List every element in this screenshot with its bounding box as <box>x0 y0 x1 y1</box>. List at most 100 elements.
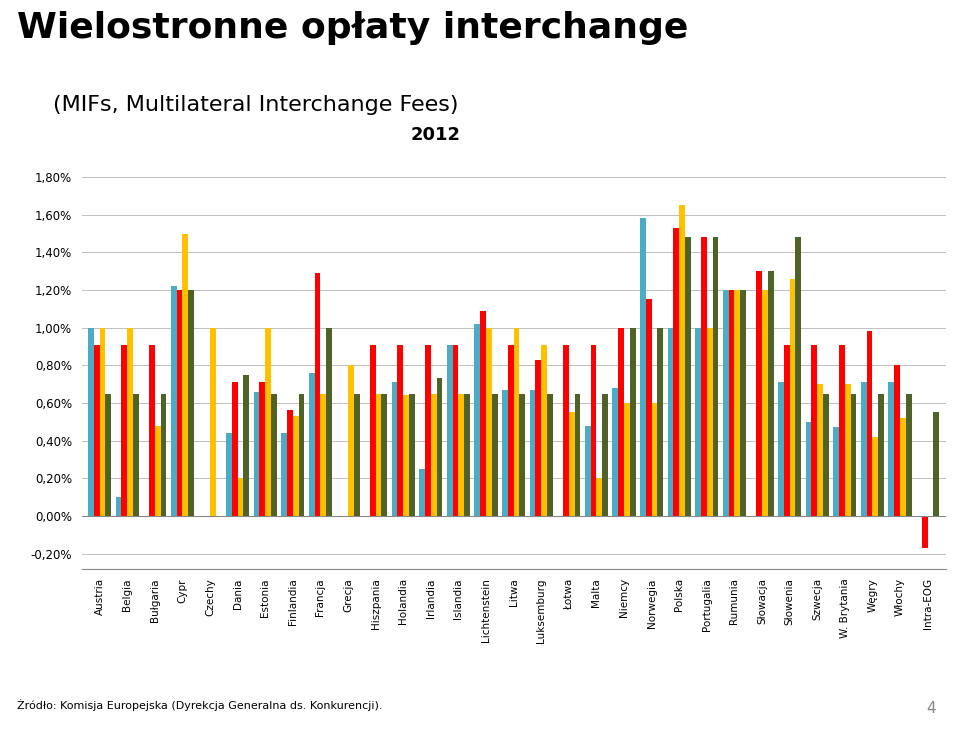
Bar <box>437 378 443 516</box>
Bar <box>873 437 878 516</box>
Bar <box>646 300 652 516</box>
Text: (MIFs, Multilateral Interchange Fees): (MIFs, Multilateral Interchange Fees) <box>53 95 458 114</box>
Bar <box>121 345 127 516</box>
Bar <box>253 391 259 516</box>
Bar <box>403 395 409 516</box>
Bar <box>784 345 790 516</box>
Bar <box>409 394 415 516</box>
Bar <box>723 290 729 516</box>
Bar <box>823 394 828 516</box>
Bar <box>624 403 630 516</box>
Bar <box>293 416 299 516</box>
Bar <box>452 345 458 516</box>
Bar <box>177 290 182 516</box>
Bar <box>210 327 216 516</box>
Bar <box>740 290 746 516</box>
Bar <box>933 413 939 516</box>
Bar <box>446 345 452 516</box>
Bar <box>590 345 596 516</box>
Bar <box>768 271 774 516</box>
Bar <box>425 345 431 516</box>
Bar <box>922 516 927 548</box>
Bar <box>811 345 817 516</box>
Bar <box>547 394 553 516</box>
Bar <box>287 410 293 516</box>
Bar <box>375 394 381 516</box>
Bar <box>237 478 243 516</box>
Bar <box>188 290 194 516</box>
Bar <box>354 394 360 516</box>
Bar <box>397 345 403 516</box>
Bar <box>596 478 602 516</box>
Bar <box>734 290 740 516</box>
Bar <box>906 394 912 516</box>
Bar <box>888 382 895 516</box>
Bar <box>265 327 271 516</box>
Bar <box>514 327 519 516</box>
Bar <box>458 394 465 516</box>
Bar <box>171 286 177 516</box>
Bar <box>392 382 397 516</box>
Bar <box>630 327 636 516</box>
Bar <box>563 345 569 516</box>
Bar <box>712 238 718 516</box>
Bar <box>602 394 608 516</box>
Bar <box>685 238 691 516</box>
Bar <box>486 327 492 516</box>
Bar <box>895 365 900 516</box>
Bar <box>420 469 425 516</box>
Bar <box>878 394 884 516</box>
Bar <box>673 228 680 516</box>
Bar <box>845 384 851 516</box>
Bar <box>299 394 304 516</box>
Bar <box>701 238 707 516</box>
Bar <box>519 394 525 516</box>
Bar <box>431 394 437 516</box>
Bar <box>541 345 547 516</box>
Bar <box>762 290 768 516</box>
Text: Żródło: Komisja Europejska (Dyrekcja Generalna ds. Konkurencji).: Żródło: Komisja Europejska (Dyrekcja Gen… <box>17 699 383 711</box>
Bar <box>465 394 470 516</box>
Bar <box>370 345 375 516</box>
Bar <box>839 345 845 516</box>
Text: 4: 4 <box>926 701 936 716</box>
Bar <box>226 433 231 516</box>
Bar <box>381 394 387 516</box>
Bar <box>259 382 265 516</box>
Bar <box>867 332 873 516</box>
Bar <box>817 384 823 516</box>
Bar <box>851 394 856 516</box>
Bar <box>127 327 132 516</box>
Bar <box>115 497 121 516</box>
Bar <box>480 311 486 516</box>
Bar <box>530 390 536 516</box>
Bar <box>805 422 811 516</box>
Bar <box>778 382 784 516</box>
Bar <box>155 426 160 516</box>
Bar <box>132 394 139 516</box>
Text: Wielostronne opłaty interchange: Wielostronne opłaty interchange <box>17 11 688 45</box>
Bar <box>667 327 673 516</box>
Bar <box>160 394 166 516</box>
Bar <box>106 394 111 516</box>
Bar <box>569 413 575 516</box>
Bar <box>652 403 658 516</box>
Bar <box>618 327 624 516</box>
Bar <box>658 327 663 516</box>
Bar <box>756 271 762 516</box>
Bar <box>88 327 94 516</box>
Bar <box>833 427 839 516</box>
Bar <box>508 345 514 516</box>
Bar <box>790 278 796 516</box>
Bar <box>536 359 541 516</box>
Bar <box>182 233 188 516</box>
Bar <box>575 394 581 516</box>
Bar <box>348 365 354 516</box>
Bar <box>900 418 906 516</box>
Bar <box>729 290 734 516</box>
Bar <box>640 219 646 516</box>
Bar <box>271 394 276 516</box>
Bar <box>321 394 326 516</box>
Bar <box>281 433 287 516</box>
Bar <box>243 375 250 516</box>
